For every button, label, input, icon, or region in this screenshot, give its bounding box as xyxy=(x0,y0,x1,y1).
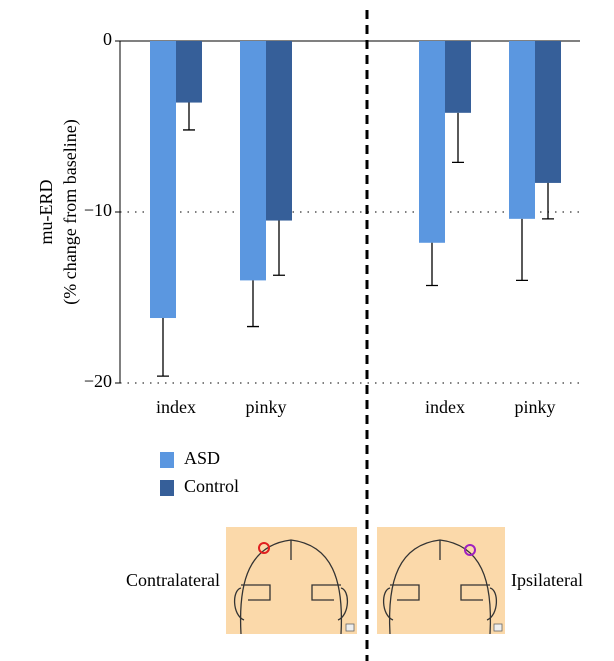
bar xyxy=(419,41,445,243)
y-axis-label: (% change from baseline) xyxy=(60,119,81,304)
x-tick-label: index xyxy=(156,397,196,417)
y-tick-label: 0 xyxy=(103,29,112,49)
error-bar xyxy=(426,242,438,287)
bar xyxy=(445,41,471,113)
x-tick-label: pinky xyxy=(245,397,286,417)
error-bar xyxy=(542,182,554,220)
error-bar xyxy=(157,318,169,377)
y-axis-label: mu-ERD xyxy=(36,180,56,245)
head-diagram xyxy=(226,527,357,635)
error-bar xyxy=(183,102,195,131)
legend-swatch xyxy=(160,452,174,468)
error-bar xyxy=(452,112,464,164)
x-tick-label: pinky xyxy=(514,397,555,417)
bar xyxy=(266,41,292,221)
legend-label: ASD xyxy=(184,448,220,468)
bar xyxy=(176,41,202,103)
bar xyxy=(535,41,561,183)
x-tick-label: index xyxy=(425,397,465,417)
bar xyxy=(150,41,176,319)
legend-label: Control xyxy=(184,476,239,496)
head-diagram xyxy=(377,527,505,635)
error-bar xyxy=(247,280,259,328)
panel-label: Ipsilateral xyxy=(511,570,583,590)
error-bar xyxy=(516,218,528,282)
error-bar xyxy=(273,220,285,276)
y-tick-label: −10 xyxy=(84,200,112,220)
legend-swatch xyxy=(160,480,174,496)
bar xyxy=(509,41,535,219)
bar xyxy=(240,41,266,281)
panel-label: Contralateral xyxy=(126,570,220,590)
y-tick-label: −20 xyxy=(84,371,112,391)
